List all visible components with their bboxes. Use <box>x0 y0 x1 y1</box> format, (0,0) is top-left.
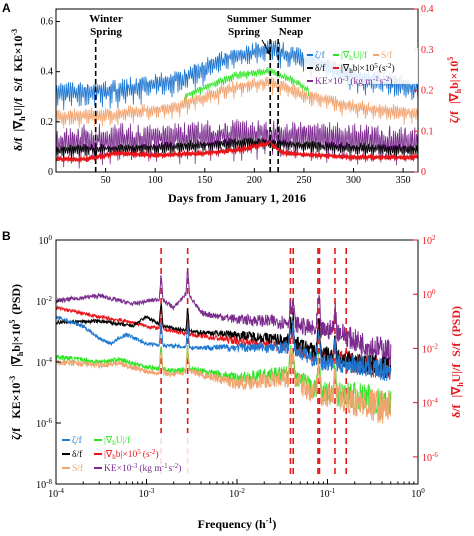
event-label-summer-neap-2: Neap <box>279 26 303 38</box>
panel-b-xlabel: Frequency (h-1) <box>198 516 277 531</box>
panel-b-xtick-label: 10-2 <box>229 487 245 500</box>
panel-b-left-ylabel: ζ/f KE×10-3 |∇hb|×105 (PSD) <box>4 284 25 440</box>
panel-a-xtick-label: 250 <box>296 175 311 186</box>
legend-a-vorticity: ζ/f <box>315 50 326 61</box>
panel-a-series-5 <box>56 139 418 165</box>
panel-b-xtick-label: 10-4 <box>48 487 64 500</box>
panel-b-ltick-label: 10-2 <box>36 295 52 308</box>
panel-a-rtick-label: 0.1 <box>421 126 434 137</box>
panel-b-rtick-label: 100 <box>422 288 436 301</box>
panel-a-rtick-label: 0.4 <box>421 4 434 15</box>
panel-a-series-0 <box>56 40 418 114</box>
legend-b-ke: KE×10-3 (kg m-1s-2) <box>104 462 181 474</box>
panel-b-legend: ζ/f |∇hU|/f δ/f |∇hb|×105 (s-2) S/f KE×10… <box>58 433 238 478</box>
panel-a-label: A <box>2 1 11 15</box>
panel-b-series-0 <box>56 268 392 367</box>
panel-a-event-labels: Winter Spring Summer Spring Summer Neap <box>89 13 311 57</box>
panel-b-series-3 <box>56 315 392 381</box>
event-label-summer-spring-1: Summer <box>227 13 267 25</box>
legend-a-strain: S/f <box>381 50 393 61</box>
panel-a-left-ylabel: δ/f |∇hU|/f S/f KE×10-3 <box>10 29 27 151</box>
panel-a-xtick-label: 350 <box>396 175 411 186</box>
panel-a-ltick-label: 0.4 <box>41 67 54 78</box>
panel-b-series-5 <box>56 346 392 424</box>
panel-a-series-4 <box>56 137 418 160</box>
panel-a-ltick-label: 0.6 <box>41 17 54 28</box>
panel-a-plot: 50 100 150 200 250 300 350 0 0.2 0.4 0.6 0 0.1 0.2 0… <box>41 4 434 186</box>
panel-b-rtick-label: 10-6 <box>422 451 438 464</box>
panel-a-xtick-label: 100 <box>148 175 163 186</box>
panel-b-rtick-label: 102 <box>422 234 436 247</box>
legend-a-divergence: δ/f <box>315 63 326 74</box>
legend-b-vorticity: ζ/f <box>72 435 83 446</box>
panel-b-xtick-label: 100 <box>411 487 425 500</box>
legend-a-gradu: |∇hU|/f <box>341 50 368 62</box>
panel-a-xtick-label: 50 <box>101 175 111 186</box>
panel-a-series-1 <box>56 76 418 129</box>
panel-a-rtick-label: 0.3 <box>421 45 434 56</box>
panel-b-label: B <box>2 229 11 243</box>
panel-b-ltick-label: 100 <box>39 234 53 247</box>
legend-b-divergence: δ/f <box>72 449 83 460</box>
panel-a-xtick-label: 300 <box>346 175 361 186</box>
panel-b-series-4 <box>56 344 392 418</box>
panel-a-rtick-label: 0.2 <box>421 86 434 97</box>
panel-b-ltick-label: 10-4 <box>36 356 52 369</box>
panel-a-series-2 <box>184 67 310 102</box>
event-label-summer-neap-1: Summer <box>271 13 311 25</box>
panel-b-rtick-label: 10-4 <box>422 397 438 410</box>
panel-a-right-ylabel: ζ/f |∇hb|×105 <box>446 57 463 124</box>
event-label-summer-spring-2: Spring <box>228 26 260 38</box>
event-label-winter-spring-1: Winter <box>89 13 123 25</box>
panel-b-ltick-label: 10-8 <box>36 478 52 491</box>
panel-b-right-ylabel: δ/f |∇hU|/f S/f (PSD) <box>449 306 465 418</box>
panel-a-xtick-label: 200 <box>247 175 262 186</box>
legend-b-gradb: |∇hb|×105 (s-2) <box>104 448 159 461</box>
panel-b-ltick-label: 10-6 <box>36 417 52 430</box>
legend-b-strain: S/f <box>72 463 84 474</box>
legend-a-ke: KE×10-3 (kg m-1s-2) <box>315 75 392 87</box>
panel-b-rtick-label: 10-2 <box>422 342 438 355</box>
panel-a-xtick-label: 150 <box>197 175 212 186</box>
legend-a-gradb: |∇hb|×105(s-2) <box>341 62 395 75</box>
event-arrowhead <box>266 50 271 56</box>
panel-a-ltick-label: 0 <box>48 167 53 178</box>
panel-a-ltick-label: 0.2 <box>41 117 54 128</box>
panel-a-legend: ζ/f |∇hU|/f S/f δ/f |∇hb|×105(s-2) KE×10… <box>304 48 418 87</box>
panel-b-xtick-label: 10-3 <box>139 487 155 500</box>
panel-a-xlabel: Days from January 1, 2016 <box>168 191 306 205</box>
panel-b-legend-box <box>58 433 238 478</box>
panel-b-plot: 10-4 10-3 10-2 10-1 100 10-810-610-410-2100 … <box>36 234 438 500</box>
panel-a-rtick-label: 0 <box>421 167 426 178</box>
panel-a-legend-box <box>304 48 418 84</box>
event-label-winter-spring-2: Spring <box>90 26 122 38</box>
panel-b-xtick-label: 10-1 <box>320 487 336 500</box>
legend-b-gradu: |∇hU|/f <box>104 435 131 447</box>
